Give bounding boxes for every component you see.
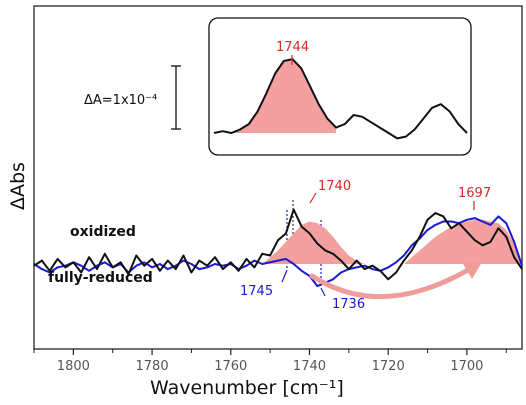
shaded-band-2 — [403, 219, 522, 264]
x-tick-label-1740: 1740 — [293, 359, 326, 374]
plot-frame — [33, 5, 523, 350]
inset-frame — [208, 17, 472, 156]
inset-peak-label: 1744 — [276, 40, 309, 55]
series-lines — [33, 208, 523, 288]
x-axis-title: Wavenumber [cm⁻¹] — [150, 377, 344, 399]
scale-bar-label: ΔA=1x10⁻⁴ — [84, 93, 157, 108]
shaded-band-1 — [262, 221, 365, 264]
leader-1736 — [320, 287, 326, 297]
x-tick-label-1780: 1780 — [136, 359, 169, 374]
transfer-arrow-head — [462, 262, 482, 279]
annotation-1745: 1745 — [240, 284, 273, 299]
x-tick-label-1800: 1800 — [57, 359, 90, 374]
inset: 1744 — [208, 17, 472, 156]
shaded-bands — [262, 219, 522, 264]
inset-peak-fill — [231, 59, 337, 134]
leader-1745 — [281, 269, 288, 283]
x-tick-label-1700: 1700 — [450, 359, 483, 374]
annotation-1736: 1736 — [332, 297, 365, 312]
leader-1740 — [309, 192, 317, 204]
label-fully-reduced: fully-reduced — [48, 270, 153, 286]
x-tick-label-1760: 1760 — [214, 359, 247, 374]
annotation-1740: 1740 — [318, 179, 351, 194]
label-oxidized: oxidized — [70, 224, 136, 240]
series-line-oxidized — [33, 208, 523, 281]
inset-spectrum — [213, 58, 468, 140]
inset-line — [213, 58, 468, 140]
transfer-arrow — [309, 267, 471, 299]
y-axis-title: ΔAbs — [7, 162, 29, 210]
x-axis-ticks: 1800 1780 1760 1740 1720 1700 — [33, 349, 507, 374]
x-tick-label-1720: 1720 — [372, 359, 405, 374]
annotation-1697: 1697 — [458, 186, 491, 201]
